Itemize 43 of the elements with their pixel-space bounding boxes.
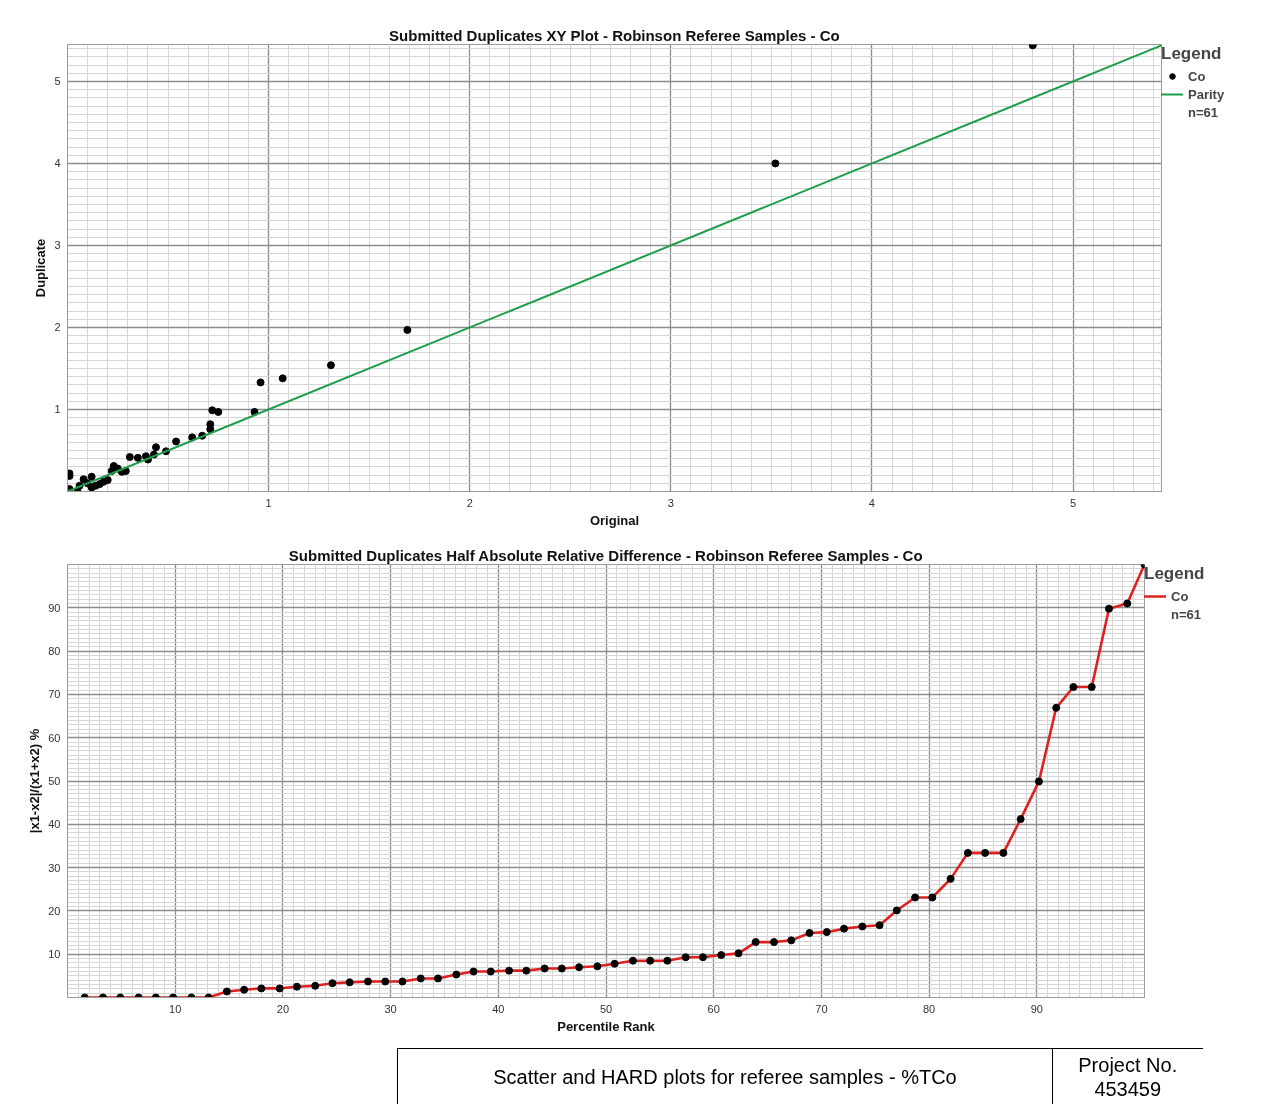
- text: n=61: [1188, 104, 1218, 120]
- x-tick-label: 20: [276, 1002, 290, 1015]
- y-tick-label: 10: [48, 948, 61, 961]
- y-axis-title: |x1-x2|/(x1+x2) %: [27, 728, 43, 834]
- chart-title: Submitted Duplicates XY Plot - Robinson Referee Samples - Co: [389, 26, 840, 44]
- legend-label: Co: [1188, 68, 1207, 84]
- chart-title: Submitted Duplicates Half Absolute Relative Difference - Robinson Referee Samples - Co: [288, 546, 923, 564]
- y-tick-label: 4: [54, 157, 61, 170]
- x-tick-label: 4: [868, 496, 875, 509]
- y-tick-label: 20: [48, 904, 61, 917]
- legend-label: Parity: [1188, 86, 1225, 102]
- x-axis-title: Original: [589, 512, 640, 528]
- y-tick-label: 60: [48, 731, 61, 744]
- x-tick-label: 40: [492, 1002, 505, 1015]
- y-tick-label: 3: [54, 239, 61, 252]
- text: n=61: [1171, 606, 1201, 622]
- y-tick-label: 2: [54, 321, 61, 334]
- y-axis-title: Duplicate: [33, 238, 49, 298]
- x-tick-label: 5: [1069, 496, 1077, 509]
- y-tick-label: 70: [48, 688, 61, 701]
- y-tick-label: 5: [54, 75, 61, 88]
- text: Project No. 453459: [1052, 1048, 1203, 1104]
- legend-title: Legend: [1161, 44, 1223, 64]
- x-tick-label: 60: [707, 1002, 720, 1015]
- y-tick-label: 50: [48, 775, 61, 787]
- y-tick-label: 30: [48, 861, 61, 874]
- legend-title: Legend: [1144, 564, 1205, 584]
- x-axis-title: Percentile Rank: [557, 1018, 656, 1034]
- x-tick-label: 70: [815, 1002, 828, 1015]
- y-tick-label: 1: [54, 403, 61, 416]
- x-tick-label: 30: [384, 1002, 397, 1015]
- x-tick-label: 1: [265, 496, 272, 509]
- x-tick-label: 90: [1030, 1002, 1043, 1015]
- x-tick-label: 80: [922, 1002, 936, 1015]
- y-tick-label: 40: [48, 818, 61, 831]
- x-tick-label: 10: [169, 1002, 182, 1015]
- x-tick-label: 50: [599, 1002, 613, 1015]
- x-tick-label: 2: [466, 496, 473, 509]
- legend-label: Co: [1171, 588, 1190, 604]
- text: Scatter and HARD plots for referee samples - %TCo: [397, 1048, 1053, 1104]
- y-tick-label: 90: [48, 601, 61, 614]
- y-tick-label: 80: [48, 645, 61, 658]
- x-tick-label: 3: [667, 496, 674, 509]
